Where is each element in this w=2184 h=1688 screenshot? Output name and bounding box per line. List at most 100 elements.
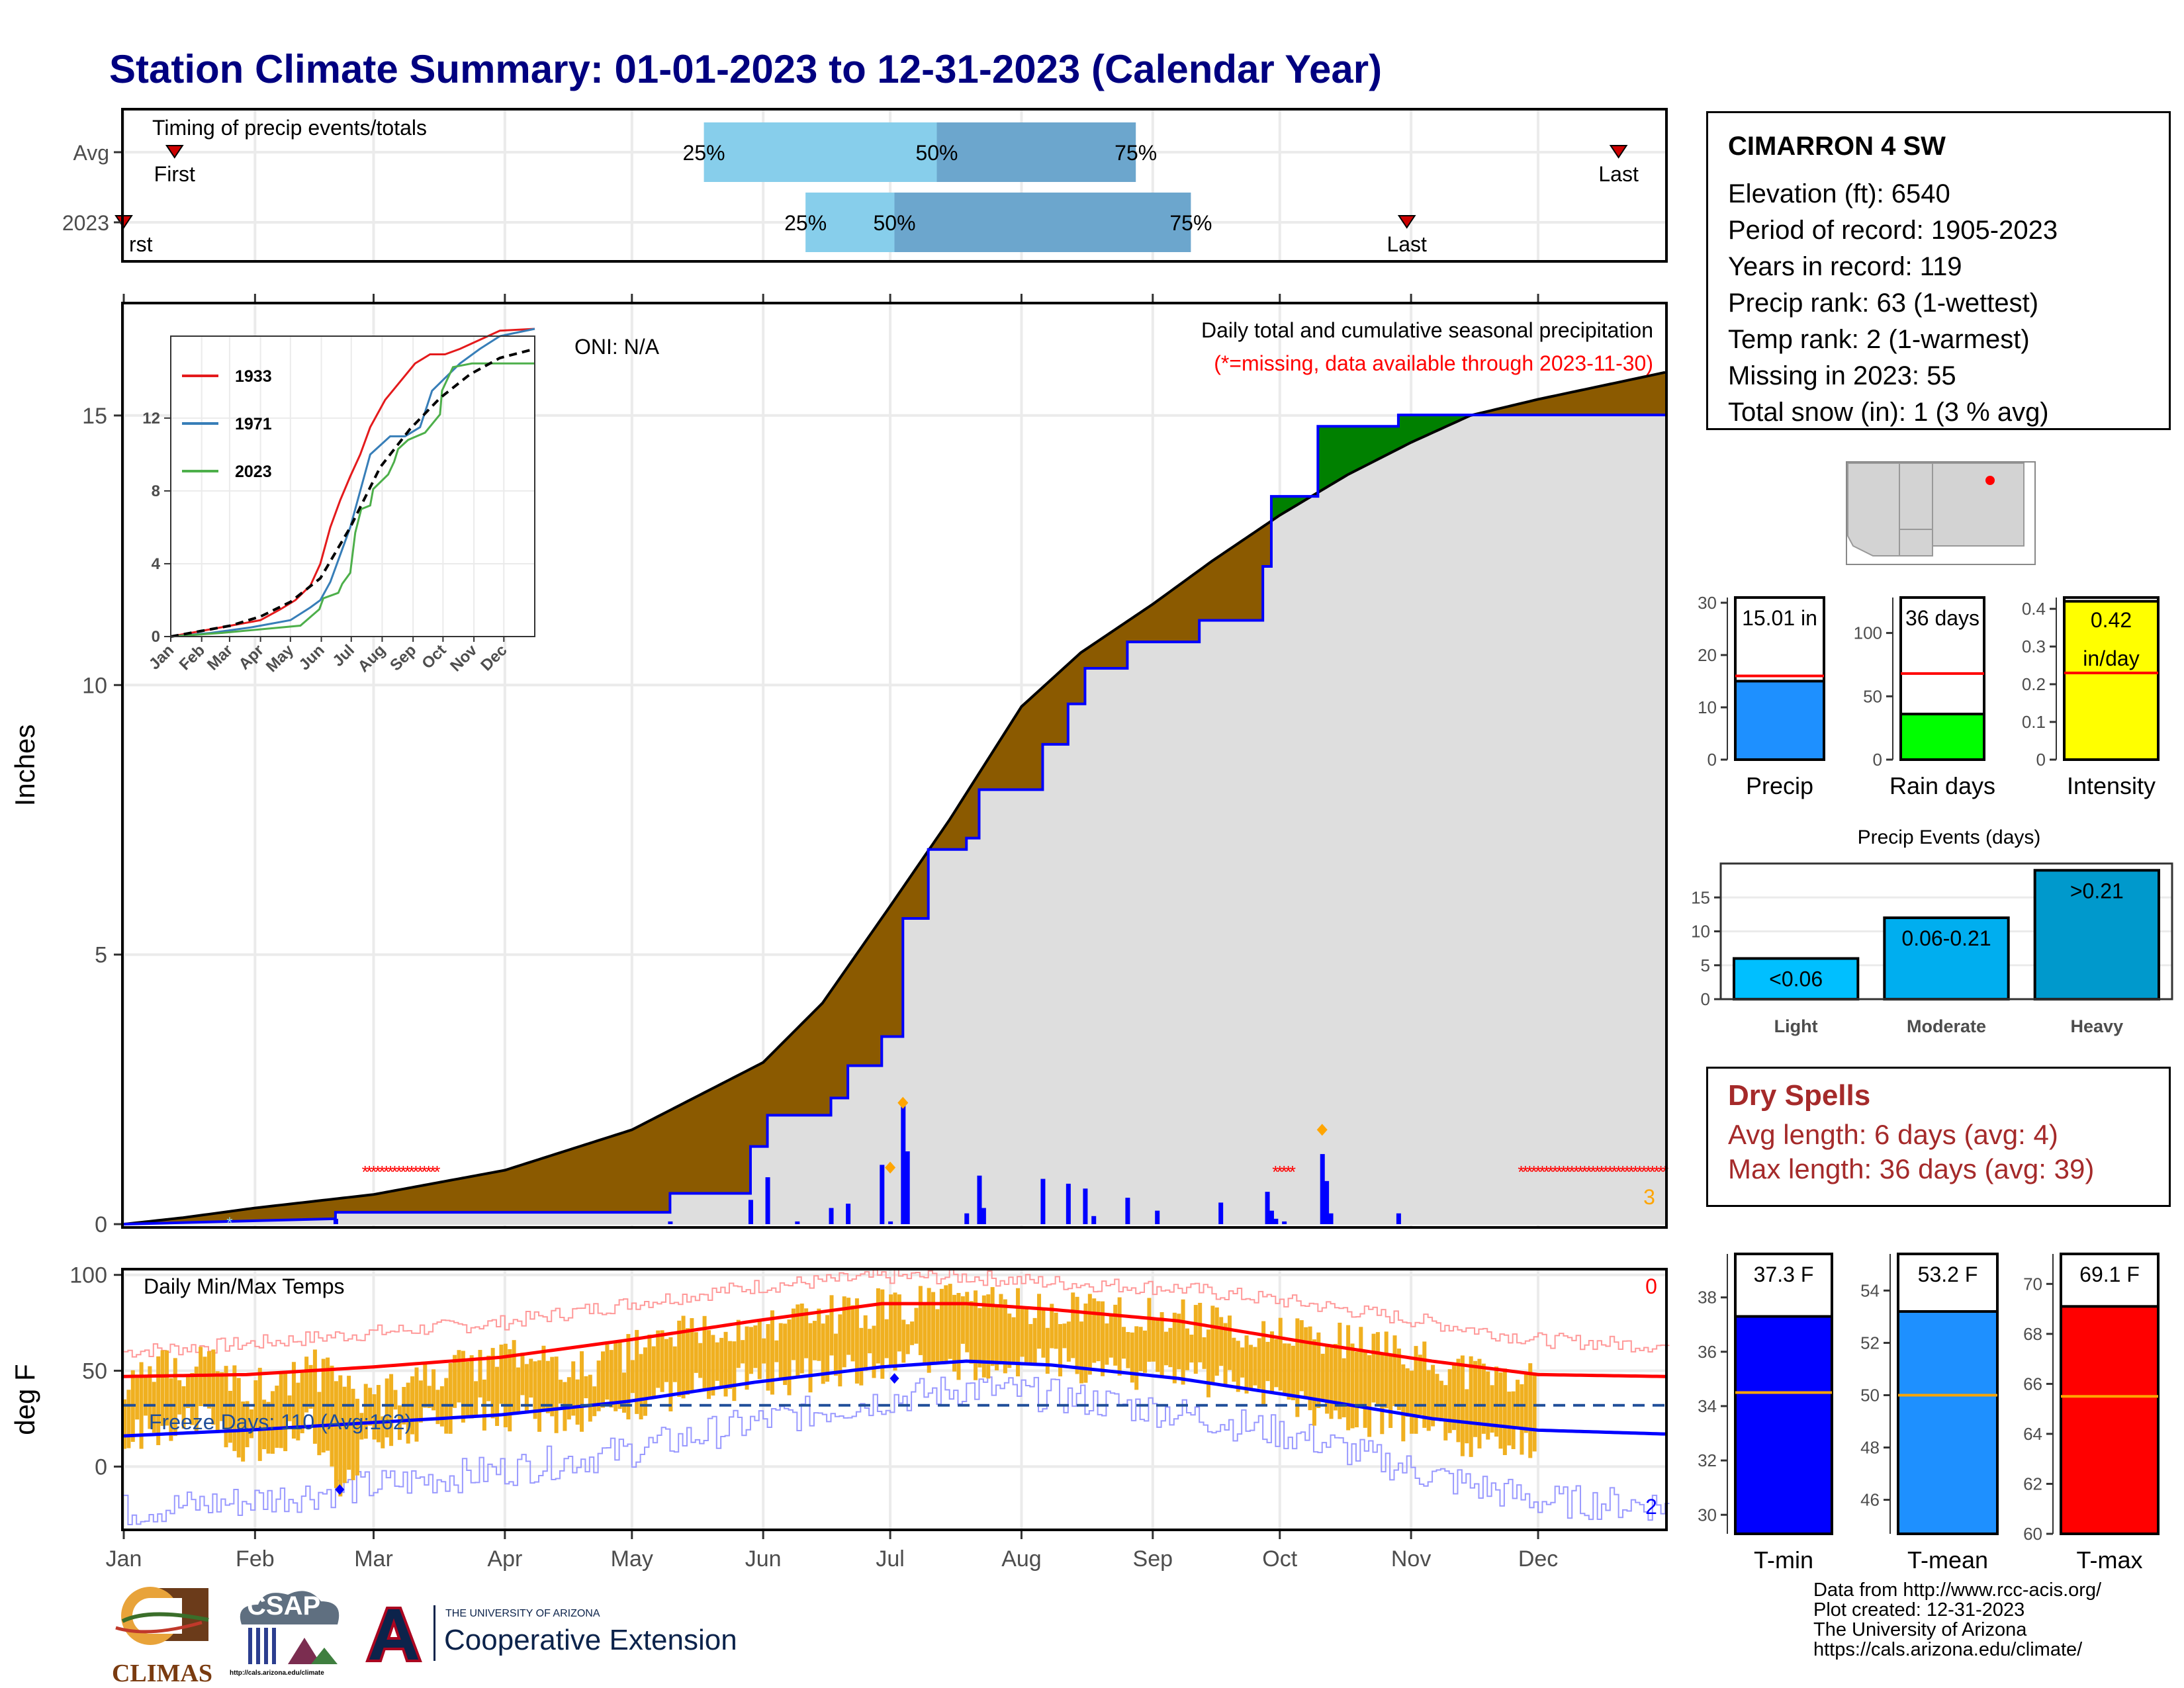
temps-daily-bar (651, 1346, 656, 1399)
temps-daily-bar (1041, 1308, 1046, 1358)
temps-daily-bar (338, 1375, 343, 1497)
temps-daily-bar (719, 1337, 724, 1388)
temps-daily-bar (745, 1326, 749, 1390)
station-period: Period of record: 1905-2023 (1728, 216, 2058, 245)
precip-daily-bar (1091, 1216, 1097, 1224)
precip-2023-cumulative-line (123, 414, 1665, 1225)
temps-daily-bar (981, 1295, 986, 1378)
precip-missing-star: * (1518, 1162, 1524, 1182)
precip-missing-star: * (1623, 1162, 1630, 1182)
temps-daily-bar (1422, 1341, 1427, 1428)
temps-daily-bar (1210, 1306, 1215, 1385)
temps-daily-bar (355, 1398, 359, 1476)
timing-row-label: 2023 (62, 211, 109, 235)
temps-daily-bar (1494, 1366, 1499, 1437)
temps-y-axis-label: deg F (9, 1364, 40, 1435)
precip-max-marker (1316, 1124, 1328, 1136)
temps-daily-bar (1109, 1313, 1113, 1358)
temps-daily-bar (609, 1350, 614, 1408)
temps-daily-bar (588, 1374, 592, 1422)
temps-daily-bar (1045, 1327, 1050, 1374)
temps-daily-bar (245, 1401, 250, 1448)
temps-daily-bar (1214, 1307, 1219, 1376)
temps-daily-bar (1236, 1341, 1240, 1392)
precip-missing-star: * (1535, 1162, 1541, 1182)
temps-daily-bar (817, 1308, 821, 1361)
inset-average-line (170, 347, 535, 638)
timing-title: Timing of precip events/totals (152, 116, 427, 140)
precip-subtitle: (*=missing, data available through 2023-… (1214, 351, 1653, 375)
temps-daily-bar (859, 1327, 864, 1386)
temps-daily-bar (1117, 1297, 1122, 1376)
totals-rain-days-y-tick-label: 50 (1863, 686, 1882, 706)
totals-intensity-value-label: 0.42 (2091, 608, 2132, 632)
precip-missing-star: * (1632, 1162, 1639, 1182)
temps-daily-bar (1257, 1338, 1261, 1389)
temps-daily-bar (1354, 1351, 1359, 1428)
temps-daily-bar (270, 1391, 275, 1454)
events-y-tick-label: 10 (1691, 922, 1710, 942)
precip-missing-star: * (1653, 1162, 1660, 1182)
temps-daily-bar (283, 1372, 288, 1452)
timing-q75-label: 75% (1169, 211, 1212, 235)
temps-daily-bar (1181, 1299, 1185, 1385)
tmeans-t-min-bar (1734, 1315, 1833, 1535)
totals-precip-y-tick-label: 0 (1707, 750, 1717, 770)
totals-intensity-value-label: in/day (2083, 646, 2139, 670)
temps-daily-bar (1325, 1345, 1330, 1414)
temps-daily-bar (1401, 1364, 1406, 1442)
temps-daily-bar (905, 1324, 910, 1355)
tmeans-t-mean-y-tick-label: 52 (1860, 1333, 1880, 1353)
location-map (1846, 461, 2036, 565)
temps-daily-bar (224, 1366, 228, 1448)
precip-daily-bar (333, 1218, 338, 1224)
temps-daily-bar (253, 1380, 258, 1430)
temps-daily-bar (741, 1340, 745, 1364)
temps-daily-bar (351, 1388, 355, 1480)
precip-daily-bar (1265, 1192, 1270, 1224)
station-name: CIMARRON 4 SW (1728, 132, 1946, 161)
precip-missing-star: * (1619, 1162, 1626, 1182)
temps-daily-bar (880, 1289, 885, 1379)
timing-last-marker (1397, 215, 1416, 229)
temps-daily-bar (512, 1340, 516, 1413)
temps-daily-bar (978, 1308, 982, 1368)
precip-missing-star: * (1285, 1162, 1291, 1182)
temps-daily-bar (232, 1365, 237, 1451)
tmeans-t-max-y-tick-label: 70 (2023, 1274, 2042, 1294)
totals-rain-days-value-label: 36 days (1905, 606, 1979, 630)
temps-daily-bar (135, 1378, 140, 1420)
temps-daily-bar (774, 1340, 779, 1362)
precip-avg-cumulative-line (123, 371, 1666, 1225)
temps-daily-bar (457, 1350, 461, 1403)
temps-daily-bar (1138, 1327, 1143, 1372)
precip-missing-star: * (404, 1162, 411, 1182)
temps-daily-bar (381, 1416, 385, 1448)
temps-daily-bar (228, 1390, 232, 1443)
temps-daily-bar (647, 1334, 652, 1399)
temps-daily-bar (1244, 1335, 1249, 1394)
temps-daily-bar (1007, 1313, 1012, 1368)
temps-daily-bar (1075, 1296, 1079, 1374)
events-bar-light (1733, 957, 1860, 1000)
temps-daily-bar (677, 1320, 682, 1397)
temps-daily-bar (990, 1287, 995, 1366)
temps-daily-bar (1168, 1327, 1173, 1368)
precip-missing-star: * (366, 1162, 373, 1182)
temps-daily-bar (1003, 1299, 1007, 1374)
temps-daily-bar (1198, 1302, 1203, 1362)
temps-daily-bar (1426, 1370, 1431, 1431)
inset-bg (171, 336, 535, 637)
temps-daily-bar (1101, 1301, 1105, 1376)
inset-legend-label: 1971 (235, 415, 272, 433)
temps-daily-bar (414, 1367, 419, 1442)
temps-daily-bar (1278, 1317, 1283, 1391)
temps-daily-bar (1147, 1298, 1152, 1362)
precip-missing-star: * (1649, 1162, 1656, 1182)
temps-daily-bar (296, 1382, 300, 1441)
precip-daily-bar (1155, 1210, 1160, 1224)
events-value-label: <0.06 (1769, 967, 1823, 991)
events-category-label: Moderate (1907, 1016, 1986, 1036)
events-panel: Precip Events (days) <0.06 Light 0.06-0.21 M… (1691, 826, 2173, 1036)
temps-y-tick-label: 100 (69, 1263, 107, 1288)
